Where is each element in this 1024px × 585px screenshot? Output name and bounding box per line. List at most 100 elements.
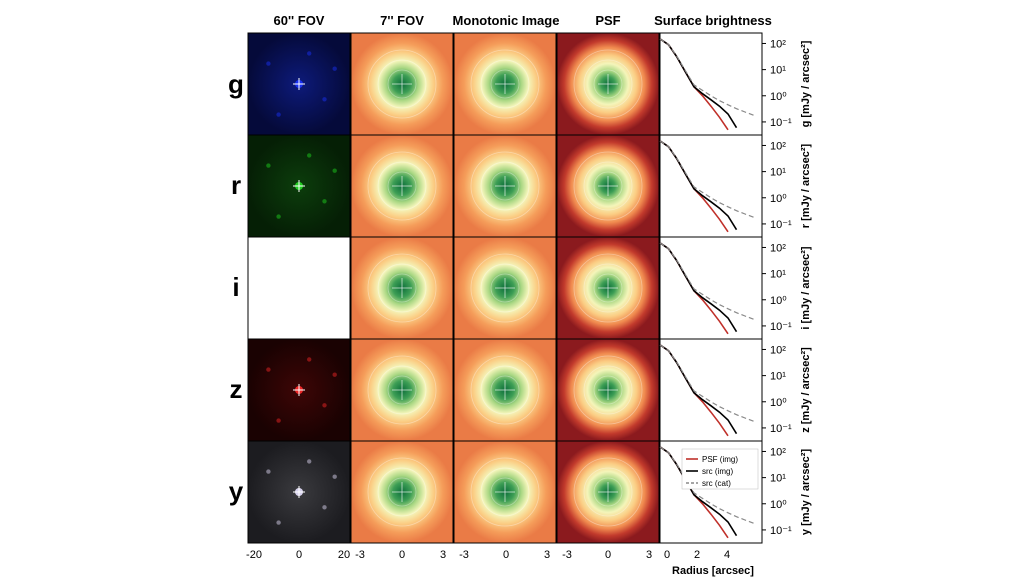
fov60-neighbour-y-2 bbox=[307, 459, 312, 464]
sb-ytick-g-0: 10² bbox=[770, 38, 786, 50]
fov60-neighbour-r-3 bbox=[276, 214, 281, 219]
sb-ylabel-g: g [mJy / arcsec²] bbox=[800, 40, 812, 127]
psf-contour-z-2 bbox=[573, 355, 643, 425]
psf-contour-i-0 bbox=[593, 273, 623, 303]
mono-contour-r-2 bbox=[470, 151, 540, 221]
fov7-contour-i-0 bbox=[387, 273, 417, 303]
band-label-r: r bbox=[231, 170, 241, 200]
sb-series-src-cat--i bbox=[659, 242, 754, 320]
sb-legend-label-0: PSF (img) bbox=[702, 455, 738, 464]
fov60-neighbour-g-1 bbox=[322, 97, 327, 102]
psf-contour-r-0 bbox=[593, 171, 623, 201]
mono-contour-r-1 bbox=[480, 161, 530, 211]
mono-contour-i-1 bbox=[480, 263, 530, 313]
sb-ytick-y-0: 10² bbox=[770, 446, 786, 458]
fov60-neighbour-z-1 bbox=[322, 403, 327, 408]
xtick-sb-1: 2 bbox=[694, 549, 700, 561]
sb-ytick-r-3: 10⁻¹ bbox=[770, 219, 792, 231]
mono-contour-y-2 bbox=[470, 457, 540, 527]
mono-contour-i-0 bbox=[490, 273, 520, 303]
col-title-fov7: 7'' FOV bbox=[380, 13, 424, 28]
sb-panel-r bbox=[659, 134, 763, 238]
sb-xlabel: Radius [arcsec] bbox=[672, 565, 754, 577]
xtick-sb-0: 0 bbox=[664, 549, 670, 561]
fov60-neighbour-z-3 bbox=[276, 418, 281, 423]
xtick-mono-1: 0 bbox=[503, 549, 509, 561]
sb-ytick-y-3: 10⁻¹ bbox=[770, 525, 792, 537]
fov7-contour-r-2 bbox=[367, 151, 437, 221]
psf-contour-g-1 bbox=[583, 59, 633, 109]
mono-contour-z-1 bbox=[480, 365, 530, 415]
sb-series-src-cat--y bbox=[659, 446, 754, 524]
column-titles: 60'' FOV 7'' FOV Monotonic Image PSF Sur… bbox=[274, 13, 772, 28]
xtick-mono-2: 3 bbox=[544, 549, 550, 561]
fov7-contour-i-1 bbox=[377, 263, 427, 313]
panel-grid: 10² 10¹ 10⁰ 10⁻¹ 10² 10¹ 10⁰ 10⁻¹ 10² 10¹ 10⁰ 10⁻¹ 1… bbox=[247, 32, 792, 544]
xtick-psf-0: -3 bbox=[562, 549, 572, 561]
fov60-neighbour-y-4 bbox=[332, 474, 337, 479]
col-title-psf: PSF bbox=[595, 13, 620, 28]
psf-contour-y-1 bbox=[583, 467, 633, 517]
fov60-neighbour-z-0 bbox=[266, 367, 271, 372]
fov60-neighbour-g-3 bbox=[276, 112, 281, 117]
band-label-y: y bbox=[229, 476, 244, 506]
mono-contour-r-0 bbox=[490, 171, 520, 201]
xtick-psf-1: 0 bbox=[605, 549, 611, 561]
sb-ytick-z-3: 10⁻¹ bbox=[770, 423, 792, 435]
fov7-contour-y-0 bbox=[387, 477, 417, 507]
mono-frame-y bbox=[453, 440, 557, 544]
psf-contour-r-1 bbox=[583, 161, 633, 211]
sb-ytick-y-2: 10⁰ bbox=[770, 499, 787, 511]
fov60-neighbour-y-0 bbox=[266, 469, 271, 474]
psf-contour-g-2 bbox=[573, 49, 643, 119]
sb-ytick-i-1: 10¹ bbox=[770, 269, 786, 281]
band-labels: g r i z y bbox=[228, 69, 244, 506]
fov60-neighbour-r-0 bbox=[266, 163, 271, 168]
mono-contour-y-1 bbox=[480, 467, 530, 517]
psf-contour-i-2 bbox=[573, 253, 643, 323]
col-title-fov60: 60'' FOV bbox=[274, 13, 325, 28]
sb-panel-g bbox=[659, 32, 763, 136]
fov60-neighbour-r-2 bbox=[307, 153, 312, 158]
band-label-g: g bbox=[228, 69, 244, 99]
psf-frame-y bbox=[556, 440, 660, 544]
sb-ytick-r-2: 10⁰ bbox=[770, 193, 787, 205]
fov60-neighbour-r-1 bbox=[322, 199, 327, 204]
sb-ytick-i-2: 10⁰ bbox=[770, 295, 787, 307]
sb-ytick-i-3: 10⁻¹ bbox=[770, 321, 792, 333]
fov7-contour-y-2 bbox=[367, 457, 437, 527]
mono-contour-g-2 bbox=[470, 49, 540, 119]
sb-ytick-i-0: 10² bbox=[770, 242, 786, 254]
sb-series-src-cat--g bbox=[659, 38, 754, 116]
fov7-contour-z-0 bbox=[387, 375, 417, 405]
xtick-mono-0: -3 bbox=[459, 549, 469, 561]
fov60-neighbour-z-4 bbox=[332, 372, 337, 377]
xtick-fov60-0: -20 bbox=[246, 549, 262, 561]
xtick-fov7-0: -3 bbox=[355, 549, 365, 561]
fov60-panel-i bbox=[248, 237, 350, 339]
fov7-contour-g-1 bbox=[377, 59, 427, 109]
fov7-frame-y bbox=[350, 440, 454, 544]
mono-contour-y-0 bbox=[490, 477, 520, 507]
band-label-i: i bbox=[232, 272, 239, 302]
sb-panel-z bbox=[659, 338, 763, 442]
xtick-sb-2: 4 bbox=[724, 549, 730, 561]
psf-contour-y-2 bbox=[573, 457, 643, 527]
xtick-fov7-2: 3 bbox=[440, 549, 446, 561]
fov7-contour-g-2 bbox=[367, 49, 437, 119]
sb-ylabel-r: r [mJy / arcsec²] bbox=[800, 143, 812, 228]
sb-series-src-cat--r bbox=[659, 140, 754, 218]
xtick-fov7-1: 0 bbox=[399, 549, 405, 561]
fov60-neighbour-g-0 bbox=[266, 61, 271, 66]
sb-ytick-r-1: 10¹ bbox=[770, 167, 786, 179]
sb-ytick-g-1: 10¹ bbox=[770, 65, 786, 77]
fov60-neighbour-g-4 bbox=[332, 66, 337, 71]
mono-contour-i-2 bbox=[470, 253, 540, 323]
mono-contour-z-2 bbox=[470, 355, 540, 425]
sb-ytick-r-0: 10² bbox=[770, 140, 786, 152]
fov7-contour-y-1 bbox=[377, 467, 427, 517]
fov60-neighbour-y-3 bbox=[276, 520, 281, 525]
sb-ylabel-y: y [mJy / arcsec²] bbox=[800, 449, 812, 536]
sb-legend-frame bbox=[681, 448, 759, 490]
